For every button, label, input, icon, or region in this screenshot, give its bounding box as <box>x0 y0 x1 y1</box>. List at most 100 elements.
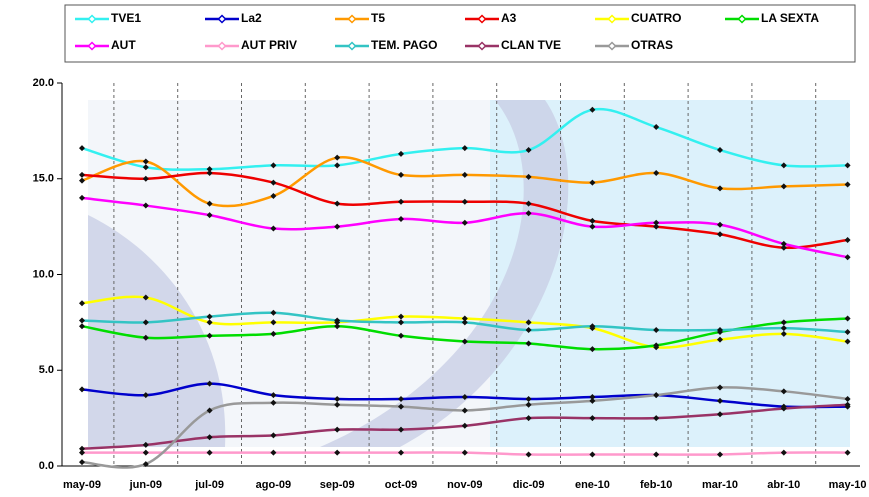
data-point <box>270 162 277 169</box>
data-point <box>653 451 660 458</box>
data-point <box>79 145 85 152</box>
data-point <box>79 171 85 178</box>
data-point <box>589 397 596 404</box>
data-point <box>461 422 468 429</box>
data-point <box>525 401 532 408</box>
data-point <box>398 426 404 433</box>
data-point <box>398 332 404 339</box>
data-point <box>79 323 85 330</box>
data-point <box>142 441 149 448</box>
data-point <box>334 223 341 230</box>
data-point <box>717 411 723 418</box>
data-point <box>461 315 468 322</box>
data-point <box>206 313 213 320</box>
x-tick-label: mar-10 <box>702 479 738 491</box>
data-point <box>780 162 787 169</box>
x-tick-label: oct-09 <box>385 479 417 491</box>
data-point <box>844 315 851 322</box>
y-tick-label: 20.0 <box>33 77 54 89</box>
data-point <box>79 177 85 184</box>
data-point <box>206 407 213 414</box>
data-point <box>717 451 723 458</box>
x-tick-label: ene-10 <box>575 479 610 491</box>
data-point <box>142 392 149 399</box>
data-point <box>717 231 723 238</box>
legend-marker <box>87 41 97 51</box>
data-point <box>717 147 723 154</box>
decor-swoosh <box>320 100 569 447</box>
data-point <box>206 170 213 177</box>
data-point <box>461 394 468 401</box>
data-point <box>79 317 85 324</box>
data-point <box>270 192 277 199</box>
data-point <box>398 171 404 178</box>
data-point <box>717 384 723 391</box>
data-point <box>525 319 532 326</box>
data-point <box>398 150 404 157</box>
data-point <box>142 175 149 182</box>
legend-label: AUT <box>111 38 136 52</box>
data-point <box>398 449 404 456</box>
data-point <box>334 323 341 330</box>
legend-marker <box>217 14 227 24</box>
data-point <box>206 332 213 339</box>
y-tick-label: 5.0 <box>39 364 54 376</box>
data-point <box>270 432 277 439</box>
legend-label: A3 <box>501 11 517 25</box>
data-point <box>780 319 787 326</box>
data-point <box>717 327 723 334</box>
x-tick-label: abr-10 <box>767 479 800 491</box>
data-point <box>398 215 404 222</box>
data-point <box>653 327 660 334</box>
legend-marker <box>477 14 487 24</box>
data-point <box>653 342 660 349</box>
data-point <box>525 340 532 347</box>
data-point <box>844 254 851 261</box>
data-point <box>270 330 277 337</box>
legend-marker <box>607 14 617 24</box>
data-point <box>79 449 85 456</box>
data-point <box>270 309 277 316</box>
x-tick-label: ago-09 <box>256 479 291 491</box>
data-point <box>844 181 851 188</box>
data-point <box>525 395 532 402</box>
data-point <box>780 388 787 395</box>
data-point <box>589 217 596 224</box>
data-point <box>525 200 532 207</box>
data-point <box>653 170 660 177</box>
data-point <box>398 395 404 402</box>
data-point <box>206 319 213 326</box>
legend-marker <box>347 41 357 51</box>
data-point <box>844 328 851 335</box>
data-point <box>206 166 213 173</box>
legend-label: TVE1 <box>111 11 141 25</box>
legend-label: CLAN TVE <box>501 38 561 52</box>
data-point <box>653 219 660 226</box>
data-point <box>525 173 532 180</box>
data-point <box>780 240 787 247</box>
data-point <box>206 212 213 219</box>
data-point <box>717 185 723 192</box>
data-point <box>780 244 787 251</box>
data-point <box>844 162 851 169</box>
data-point <box>142 164 149 171</box>
x-tick-label: jun-09 <box>129 479 162 491</box>
data-point <box>334 426 341 433</box>
data-point <box>79 386 85 393</box>
data-point <box>589 223 596 230</box>
data-point <box>334 317 341 324</box>
data-point <box>334 154 341 161</box>
data-point <box>142 319 149 326</box>
x-tick-label: nov-09 <box>447 479 482 491</box>
data-point <box>270 449 277 456</box>
data-point <box>270 319 277 326</box>
data-point <box>270 399 277 406</box>
legend-marker <box>217 41 227 51</box>
x-tick-label: sep-09 <box>320 479 355 491</box>
data-point <box>334 162 341 169</box>
data-point <box>780 325 787 332</box>
data-point <box>142 294 149 301</box>
data-point <box>270 179 277 186</box>
data-point <box>780 449 787 456</box>
data-point <box>844 395 851 402</box>
